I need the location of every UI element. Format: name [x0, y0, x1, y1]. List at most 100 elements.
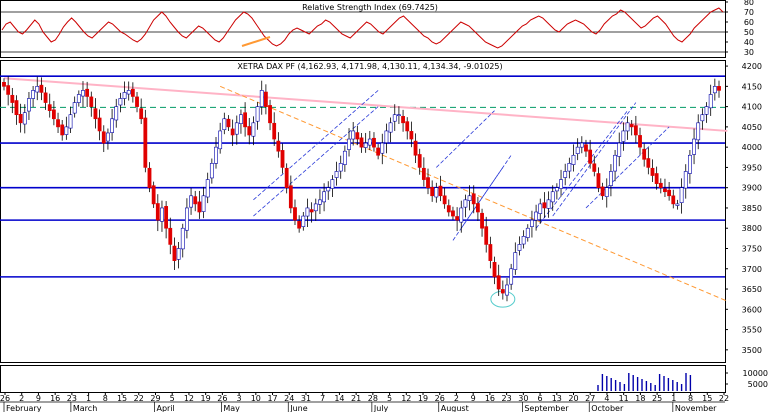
candle-body: [205, 179, 210, 198]
month-label: October: [591, 404, 624, 412]
rsi-trend-mark: [241, 36, 271, 47]
x-tick-label: 13: [552, 394, 562, 403]
channel-line: [460, 155, 512, 229]
channel-line: [552, 102, 637, 217]
candle-body: [197, 201, 202, 213]
candle-body: [293, 207, 297, 221]
channel-line: [585, 126, 670, 209]
candle-body: [430, 186, 435, 197]
candle-body: [2, 81, 6, 87]
price-panel-frame: [0, 60, 726, 363]
candle-body: [76, 94, 81, 103]
price-tick-label: 4200: [742, 62, 762, 71]
x-tick-label: 26: [435, 394, 445, 403]
candle-body: [629, 124, 634, 128]
candle-body: [35, 86, 40, 93]
month-label: May: [223, 404, 240, 412]
candle-body: [671, 195, 676, 205]
candle-body: [446, 205, 451, 213]
candle-body: [434, 187, 439, 198]
price-tick-label: 3800: [742, 224, 762, 233]
candle-body: [18, 114, 23, 124]
x-tick-label: 20: [568, 394, 578, 403]
candle-body: [667, 189, 672, 197]
candle-body: [401, 116, 405, 124]
candle-body: [633, 125, 638, 136]
candle-body: [513, 252, 518, 270]
candle-body: [64, 126, 69, 135]
candle-body: [563, 171, 568, 178]
price-tick-label: 4100: [742, 103, 762, 112]
price-tick-label: 3600: [742, 305, 762, 314]
x-tick-label: 25: [652, 394, 662, 403]
volume-tick-label: 10000: [743, 369, 768, 378]
candle-body: [93, 108, 98, 120]
candle-body: [151, 185, 156, 205]
candle-body: [496, 275, 501, 290]
candle-body: [14, 100, 19, 116]
candle-body: [530, 219, 534, 227]
candle-body: [700, 114, 705, 122]
candle-body: [525, 227, 530, 238]
x-tick-label: 28: [368, 394, 378, 403]
x-tick-label: 10: [251, 394, 261, 403]
candle-body: [255, 106, 260, 122]
candle-body: [110, 118, 114, 133]
candle-body: [230, 128, 235, 136]
candle-body: [101, 131, 106, 144]
rsi-tick-label: 30: [744, 48, 754, 57]
candle-body: [559, 179, 563, 189]
candle-body: [126, 90, 131, 95]
candle-body: [155, 203, 160, 221]
candle-body: [322, 191, 326, 203]
candle-body: [226, 118, 231, 128]
candle-body: [85, 88, 90, 97]
channel-line: [436, 110, 495, 168]
candle-body: [185, 207, 189, 231]
candle-body: [613, 154, 617, 172]
price-tick-label: 4050: [742, 123, 762, 132]
candle-body: [542, 202, 547, 209]
candle-body: [351, 130, 356, 140]
candle-body: [168, 227, 173, 245]
month-label: July: [373, 404, 389, 412]
x-tick-label: 5: [387, 394, 392, 403]
rsi-panel-frame: [0, 0, 726, 58]
candle-body: [97, 117, 102, 132]
x-tick-label: 30: [518, 394, 528, 403]
candle-body: [505, 284, 509, 296]
candle-body: [675, 203, 680, 206]
candle-body: [201, 195, 206, 212]
price-tick-label: 3950: [742, 163, 762, 172]
candle-body: [442, 195, 447, 205]
month-label: March: [73, 404, 97, 412]
candle-body: [359, 137, 364, 148]
candle-body: [363, 142, 368, 148]
candle-body: [567, 163, 572, 172]
candle-body: [638, 135, 642, 148]
candle-body: [467, 195, 472, 201]
candle-body: [280, 150, 285, 168]
candle-body: [318, 199, 322, 205]
x-tick-label: 23: [502, 394, 512, 403]
candle-body: [118, 98, 123, 106]
price-tick-label: 3900: [742, 184, 762, 193]
candle-body: [663, 188, 667, 193]
x-tick-label: 6: [538, 394, 543, 403]
x-tick-label: 26: [217, 394, 227, 403]
rsi-tick-label: 60: [744, 18, 754, 27]
candle-body: [251, 122, 256, 137]
candle-body: [305, 207, 310, 217]
candle-body: [189, 195, 193, 208]
candle-body: [147, 167, 152, 188]
candle-body: [646, 158, 651, 168]
price-tick-label: 4150: [742, 82, 762, 91]
candle-body: [81, 90, 85, 97]
candle-body: [180, 227, 185, 250]
rsi-tick-label: 70: [744, 8, 754, 17]
candle-body: [426, 177, 430, 188]
candle-body: [438, 185, 443, 197]
price-tick-label: 3500: [742, 346, 762, 355]
x-tick-label: 15: [702, 394, 712, 403]
candle-body: [455, 216, 460, 221]
